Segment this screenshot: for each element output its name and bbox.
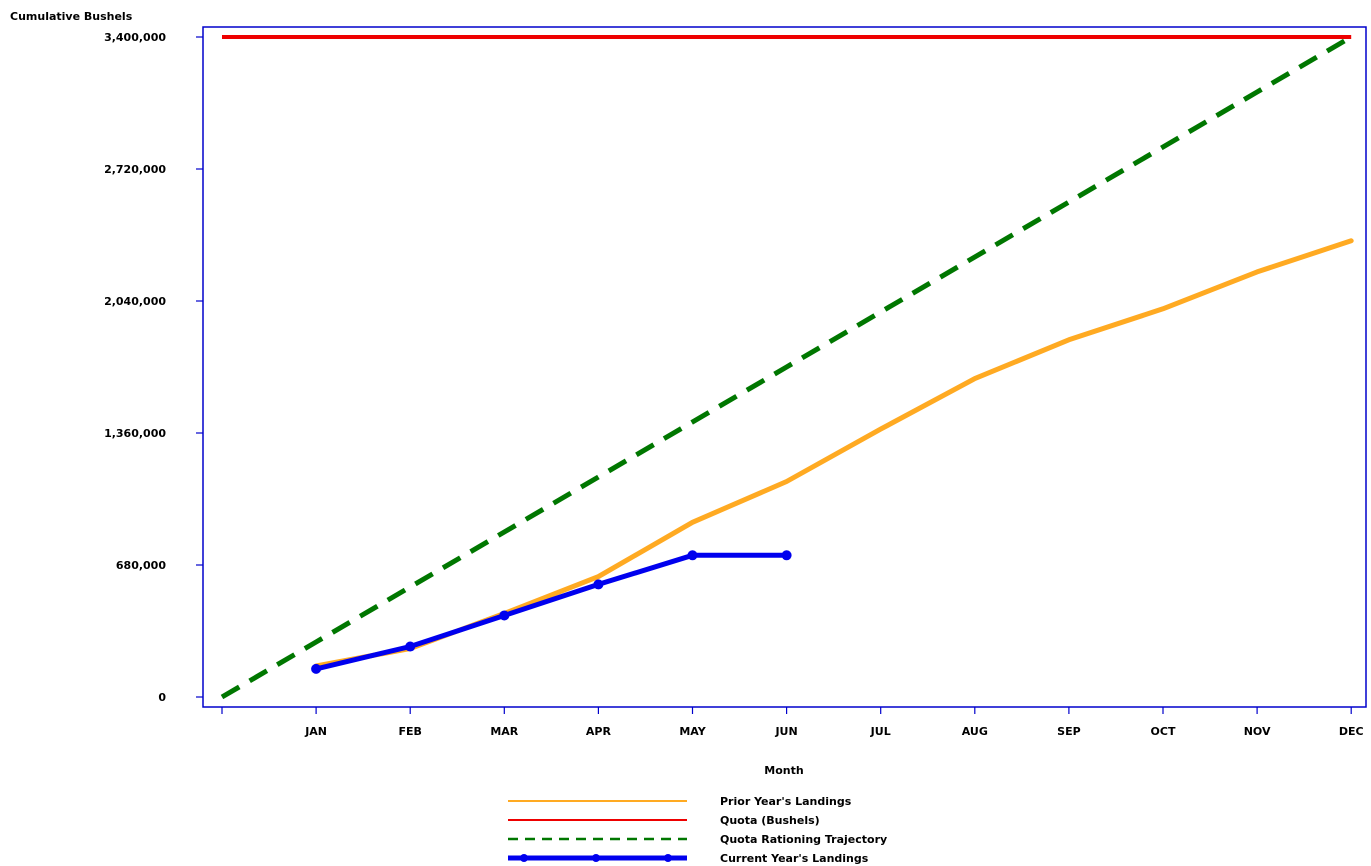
- x-tick-label: JAN: [304, 725, 327, 738]
- x-axis-title: Month: [764, 764, 803, 777]
- legend-marker: [592, 854, 600, 862]
- y-tick-label: 680,000: [116, 559, 166, 572]
- data-point: [687, 550, 698, 561]
- x-tick-label: SEP: [1057, 725, 1081, 738]
- axis-ticks: 0 680,000 1,360,000 2,040,000 2,720,000 3,400…: [104, 31, 1363, 738]
- x-tick-label: MAY: [679, 725, 706, 738]
- y-tick-label: 1,360,000: [104, 427, 166, 440]
- x-tick-label: OCT: [1151, 725, 1176, 738]
- legend-marker: [520, 854, 528, 862]
- series-line-2: [220, 34, 1353, 700]
- y-tick-label: 2,040,000: [104, 295, 166, 308]
- x-tick-label: NOV: [1244, 725, 1271, 738]
- x-tick-label: APR: [586, 725, 612, 738]
- legend-label: Prior Year's Landings: [720, 795, 852, 808]
- x-tick-label: MAR: [490, 725, 518, 738]
- data-point: [405, 641, 416, 652]
- legend: Prior Year's Landings Quota (Bushels) Quot…: [508, 795, 887, 865]
- x-tick-label: FEB: [398, 725, 421, 738]
- x-tick-label: JUL: [870, 725, 891, 738]
- y-tick-label: 0: [158, 691, 166, 704]
- series-line-3: [313, 552, 790, 672]
- plot-frame: [202, 26, 1367, 708]
- y-tick-label: 2,720,000: [104, 163, 166, 176]
- series-line-0: [313, 238, 1354, 669]
- data-point: [311, 663, 322, 674]
- y-tick-label: 3,400,000: [104, 31, 166, 44]
- legend-label: Quota (Bushels): [720, 814, 820, 827]
- data-point: [499, 610, 510, 621]
- x-tick-label: JUN: [774, 725, 797, 738]
- data-point: [781, 550, 792, 561]
- data-point: [593, 579, 604, 590]
- x-tick-label: AUG: [962, 725, 988, 738]
- legend-label: Current Year's Landings: [720, 852, 869, 865]
- legend-label: Quota Rationing Trajectory: [720, 833, 887, 846]
- legend-marker: [664, 854, 672, 862]
- series-lines: [220, 34, 1354, 700]
- x-tick-label: DEC: [1339, 725, 1364, 738]
- y-axis-title: Cumulative Bushels: [10, 10, 133, 23]
